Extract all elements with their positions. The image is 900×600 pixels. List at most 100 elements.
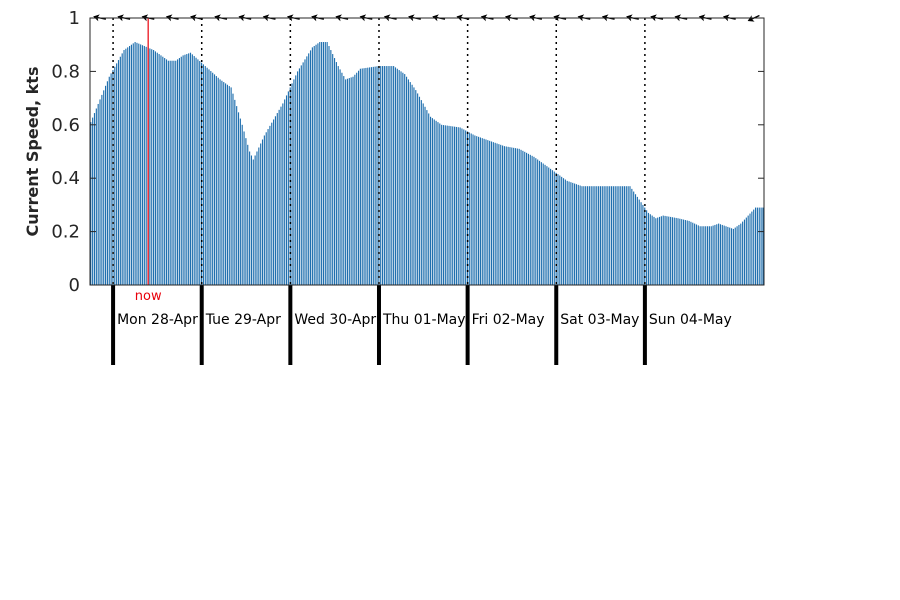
speed-bar [719,224,722,285]
speed-bar [616,186,618,285]
speed-bar [607,186,609,285]
speed-bar [439,123,441,285]
speed-bar [706,226,709,285]
speed-bar [282,103,284,285]
speed-bar [202,64,204,285]
speed-bar [374,66,376,285]
speed-bar [108,76,110,286]
speed-bar [714,224,716,285]
speed-bar [156,52,158,286]
speed-bar [603,186,605,285]
speed-bar [533,156,535,285]
speed-bar [577,184,579,286]
speed-bar [677,218,679,285]
speed-bar [727,226,729,285]
day-boundary-solid-markers [111,285,647,365]
speed-bar [742,221,744,285]
speed-bar [104,85,107,285]
speed-bar [760,207,762,285]
speed-bar [103,90,105,285]
speed-bar [428,113,430,285]
speed-bar [634,194,637,285]
speed-bar [151,49,153,285]
speed-bar [479,137,481,285]
speed-bar [167,60,169,285]
speed-bar [599,186,602,285]
speed-bar [435,120,437,285]
speed-bar [660,216,662,285]
speed-bar [236,106,238,285]
speed-bar [522,150,524,285]
speed-bar [538,160,541,285]
speed-bar [197,59,199,285]
speed-bar [149,48,151,285]
speed-bar [690,221,692,285]
speed-bar [273,119,275,286]
speed-bar [304,59,306,285]
speed-bar [520,149,522,285]
speed-bar [269,125,271,286]
speed-bar [535,158,537,285]
speed-bar [370,67,373,285]
plot-frame [89,17,765,286]
speed-bar [352,76,354,286]
speed-bar [263,135,265,285]
speed-bar [106,81,108,285]
speed-bar [287,91,289,285]
speed-bar [276,113,278,285]
speed-bar [223,82,225,285]
speed-bar [548,167,550,285]
speed-bar [317,43,319,285]
speed-bar [740,223,742,285]
speed-bar [658,216,661,285]
speed-bar [734,227,736,285]
speed-bar [494,142,496,285]
speed-bar [640,202,642,285]
speed-bar [405,76,408,286]
speed-bar [346,78,349,286]
speed-bar [431,118,433,286]
speed-bar [228,86,230,285]
speed-bar [335,62,337,286]
speed-bar [614,186,616,285]
speed-bar [380,66,382,285]
speed-bar [119,56,121,285]
speed-bar [348,78,350,285]
speed-bar [350,77,352,285]
speed-bar [610,186,613,285]
speed-bar [526,152,528,285]
speed-bar [391,66,393,285]
speed-bar [444,125,446,285]
y-axis-label: Current Speed, kts [23,67,42,237]
speed-bar [415,90,417,285]
speed-bar [308,53,310,285]
speed-bar [319,42,321,285]
speed-bar [518,148,520,285]
speed-bar [670,216,672,285]
speed-bar [313,46,315,285]
speed-bar [762,207,764,285]
speed-bar [359,68,361,285]
speed-bar [201,62,203,285]
speed-bar [461,128,463,285]
speed-bar [112,70,114,285]
speed-bar [367,67,369,285]
speed-bar [756,207,758,285]
speed-bar [753,209,755,285]
speed-bar [723,225,725,285]
speed-bar [500,144,502,285]
speed-bar [559,175,561,285]
speed-bar [598,186,600,285]
speed-bar [252,159,254,285]
speed-bar [182,55,184,285]
speed-bar [191,54,193,285]
speed-bar [686,220,688,285]
speed-bar [284,99,286,286]
speed-bar [339,69,341,286]
y-tick-label: 0 [69,275,80,296]
speed-bar [601,186,603,285]
speed-bar [141,45,144,286]
speed-bar [180,56,182,285]
speed-bar [612,186,614,285]
speed-bar [442,125,445,285]
